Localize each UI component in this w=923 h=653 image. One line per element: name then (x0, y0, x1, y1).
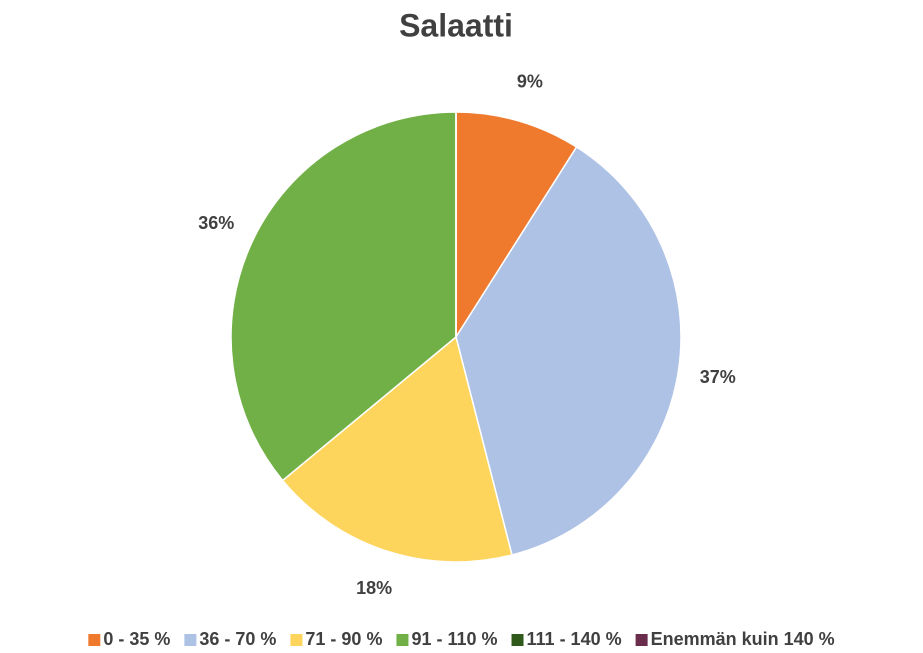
legend-swatch (88, 634, 101, 646)
legend-swatch (396, 634, 409, 646)
data-label: 9% (517, 71, 543, 91)
legend-label: 111 - 140 % (527, 629, 622, 649)
legend-label: 91 - 110 % (411, 629, 497, 649)
legend-swatch (635, 634, 648, 646)
legend-label: 71 - 90 % (305, 629, 382, 649)
pie-slice (281, 335, 513, 563)
pie-slice (230, 111, 457, 482)
data-label: 37% (700, 367, 736, 387)
data-label: 18% (356, 578, 392, 598)
legend-swatch (511, 634, 524, 646)
legend-label: 0 - 35 % (103, 629, 170, 649)
legend-label: 36 - 70 % (199, 629, 276, 649)
legend-swatch (290, 634, 303, 646)
legend-label: Enemmän kuin 140 % (651, 629, 835, 649)
legend: 0 - 35 % 36 - 70 % 71 - 90 % 91 - 110 % 111 … (88, 629, 835, 649)
pie-slice (455, 145, 682, 556)
pie-slice (455, 111, 578, 340)
data-label: 36% (198, 213, 234, 233)
legend-swatch (184, 634, 197, 646)
chart-title: Salaatti (399, 7, 513, 43)
